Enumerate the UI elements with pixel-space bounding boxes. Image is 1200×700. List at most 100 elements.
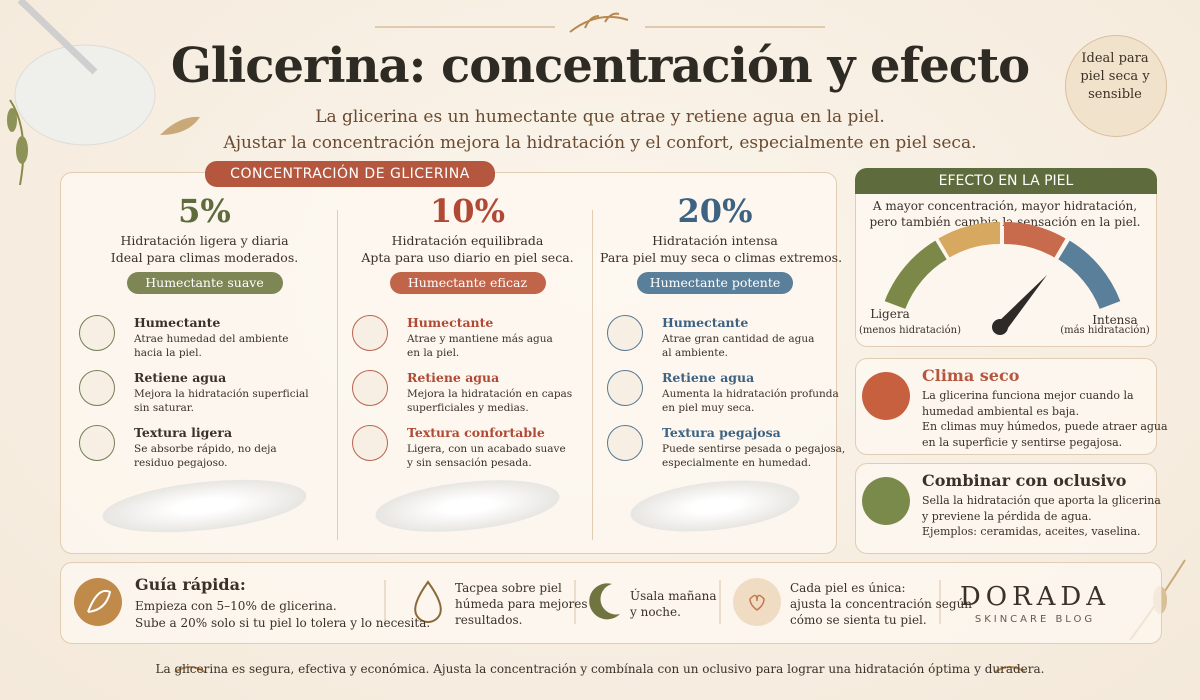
feature-text: Atrae gran cantidad de agua al ambiente. [662,332,814,360]
feature-text: Mejora la hidratación en capas superficia… [407,387,572,415]
text-line: sin saturar. [134,402,194,414]
divider [337,210,338,540]
percent: 20% [677,192,753,230]
feature-title: Textura ligera [134,425,233,440]
text-line: En climas muy húmedos, puede atraer agua [922,420,1168,433]
feature-text: Aumenta la hidratación profunda en piel m… [662,387,839,415]
feature-icon [352,315,388,351]
section-title: CONCENTRACIÓN DE GLICERINA [205,161,495,187]
text-line: Ideal para climas moderados. [110,250,299,265]
tag: Humectante eficaz [389,272,546,294]
text-line: superficiales y medias. [407,402,529,414]
gauge-low-note: (menos hidratación) [859,325,961,336]
divider [592,210,593,540]
card-icon [862,372,910,420]
text-line: Sube a 20% solo si tu piel lo tolera y l… [135,616,431,630]
text-line: especialmente en humedad. [662,457,812,469]
guide-icons [74,578,941,626]
text-line: A mayor concentración, mayor hidratación… [872,199,1138,213]
feature-icon [79,315,115,351]
feature-icon [79,370,115,406]
text-line: Ajustar la concentración mejora la hidra… [223,133,977,153]
brand-tagline: SKINCARE BLOG [974,614,1096,625]
feature-title: Humectante [662,315,749,330]
gauge-high-note: (más hidratación) [1060,325,1150,336]
subtitle: La glicerina es un humectante que atrae … [0,104,1200,156]
text-line: Mejora la hidratación superficial [134,388,309,400]
tip: Tacpea sobre piel húmeda para mejores resu… [455,580,588,628]
footer: La glicerina es segura, efectiva y econó… [155,662,1045,676]
badge [1065,35,1167,137]
feature-title: Textura confortable [407,425,545,440]
card [855,358,1157,455]
text-line: Aumenta la hidratación profunda [662,388,839,400]
gauge-low: Ligera [870,307,910,321]
text-line: Empieza con 5–10% de glicerina. [135,599,337,613]
text-line: cómo se sienta tu piel. [790,613,927,627]
text-line: Sella la hidratación que aporta la glice… [922,494,1161,507]
brand-name: DORADA [959,582,1111,612]
text-line: La glicerina es un humectante que atrae … [315,107,885,127]
feature-title: Humectante [407,315,494,330]
feature-icon [352,370,388,406]
tag: Humectante potente [637,272,793,294]
text-line: humedad ambiental es baja. [922,404,1080,418]
text-line: y sin sensación pesada. [407,457,532,469]
text-line: y noche. [630,605,681,619]
description: Hidratación equilibrada Apta para uso dia… [345,232,590,266]
text-line: al ambiente. [662,347,728,359]
text-line: Hidratación ligera y diaria [120,233,289,248]
feature-title: Textura pegajosa [662,425,781,440]
guide-title: Guía rápida: [135,575,246,594]
card-title: Combinar con oclusivo [922,471,1127,490]
text-line: en piel muy seca. [662,402,755,414]
text-line: Mejora la hidratación en capas [407,388,573,400]
text-line: Ideal para [1081,51,1149,66]
text-line: Se absorbe rápido, no deja [134,443,277,455]
guide-panel [60,562,1162,644]
text-line: Úsala mañana [630,589,717,603]
text-line: y previene la pérdida de agua. [922,509,1092,523]
feature-title: Humectante [134,315,221,330]
text-line: en la piel. [407,347,460,359]
feature-text: Atrae humedad del ambiente hacia la piel. [134,332,289,360]
text-line: ajusta la concentración según [790,597,973,611]
feature-text: Se absorbe rápido, no deja residuo pegajo… [134,442,277,470]
text-line: hacia la piel. [134,347,202,359]
text-line: Atrae y mantiene más agua [407,333,553,345]
feature-text: Ligera, con un acabado suave y sin sensac… [407,442,566,470]
badge-text: Ideal para piel seca y sensible [1065,50,1165,104]
text-line: sensible [1088,87,1142,102]
feature-title: Retiene agua [407,370,500,385]
text-line: La glicerina funciona mejor cuando la [922,389,1134,402]
text-line: Tacpea sobre piel [455,581,562,595]
tip: Cada piel es única: ajusta la concentraci… [790,580,972,628]
feature-text: Mejora la hidratación superficial sin sat… [134,387,309,415]
description: Hidratación intensa Para piel muy seca o … [600,232,843,266]
text-line: en la superficie y sentirse pegajosa. [922,435,1123,449]
text-line: Cada piel es única: [790,581,906,595]
feature-text: Atrae y mantiene más agua en la piel. [407,332,553,360]
text-line: resultados. [455,613,523,627]
gauge-high: Intensa [1092,313,1138,327]
gauge [884,221,1121,335]
feature-icon [79,425,115,461]
text-line: Ejemplos: ceramidas, aceites, vaselina. [922,525,1141,538]
card-title: Clima seco [922,366,1020,385]
feature-icon [352,425,388,461]
text-line: Para piel muy seca o climas extremos. [600,250,843,265]
feature-title: Retiene agua [662,370,755,385]
text-line: piel seca y [1080,69,1150,84]
text-line: Hidratación equilibrada [391,233,544,248]
feature-text: Puede sentirse pesada o pegajosa, especia… [662,442,845,470]
card-icon [862,477,910,525]
feature-icon [607,425,643,461]
description: Hidratación ligera y diaria Ideal para cl… [72,232,337,266]
tag: Humectante suave [126,272,283,294]
card-text: La glicerina funciona mejor cuando la hum… [922,388,1168,450]
text-line: Atrae gran cantidad de agua [662,333,815,345]
percent: 5% [178,192,231,230]
text-line: Apta para uso diario en piel seca. [361,250,574,265]
